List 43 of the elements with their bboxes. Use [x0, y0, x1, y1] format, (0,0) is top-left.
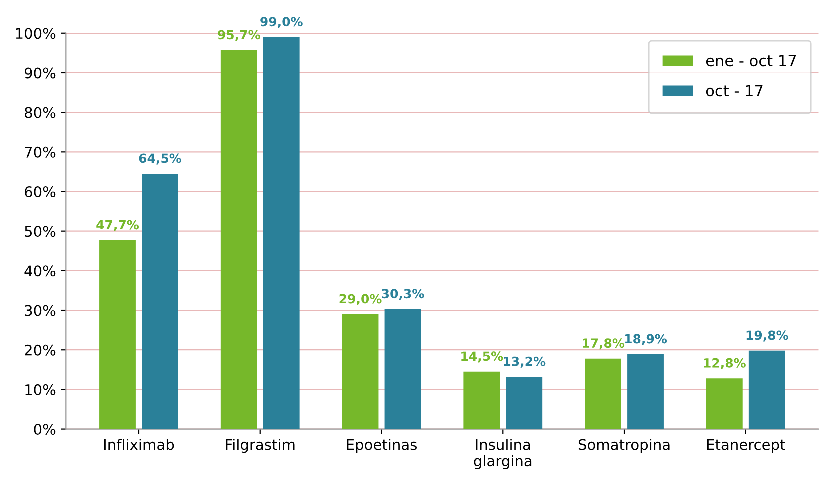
y-tick-label: 90%	[24, 68, 56, 79]
x-tick-label: Etanercept	[707, 439, 786, 454]
x-tick-label: Epoetinas	[347, 439, 417, 454]
legend-label: oct - 17	[706, 85, 763, 97]
bar	[506, 377, 543, 430]
bar	[263, 37, 300, 430]
y-tick-label: 70%	[25, 146, 56, 158]
y-tick-label: 10%	[26, 384, 56, 396]
data-label: 12,8%	[704, 358, 746, 370]
y-tick-label: 100%	[16, 28, 56, 40]
y-tick-label: 40%	[24, 266, 56, 277]
y-tick-label: 50%	[25, 226, 56, 238]
bar	[220, 50, 258, 430]
bar	[384, 309, 422, 430]
bar	[100, 240, 136, 430]
bar	[464, 372, 500, 430]
data-label: 29,0%	[340, 294, 382, 306]
data-label: 30,3%	[382, 289, 424, 300]
bar	[628, 354, 664, 430]
bar	[142, 174, 178, 430]
data-label: 18,9%	[625, 334, 668, 346]
y-tick-label: 20%	[25, 344, 56, 356]
bar	[342, 314, 379, 430]
x-tick-label: Insulina glargina	[474, 439, 532, 470]
x-tick-label: Infliximab	[104, 439, 174, 450]
data-label: 17,8%	[583, 338, 625, 350]
data-label: 14,5%	[462, 352, 504, 363]
data-label: 99,0%	[260, 17, 303, 28]
legend-label: ene - oct 17	[706, 55, 796, 67]
data-label: 64,5%	[139, 154, 182, 165]
data-label: 13,2%	[504, 356, 546, 368]
y-tick-label: 80%	[25, 107, 56, 118]
y-tick-label: 60%	[25, 186, 56, 198]
data-label: 47,7%	[96, 220, 140, 232]
bar	[706, 378, 743, 430]
y-tick-label: 30%	[25, 305, 56, 316]
y-tick-label: 0%	[34, 424, 56, 436]
x-tick-label: Somatropina	[578, 439, 670, 454]
x-tick-label: Filgrastim	[226, 439, 295, 454]
data-label: 19,8%	[746, 330, 788, 342]
bar	[585, 358, 622, 430]
data-label: 95,7%	[218, 30, 260, 42]
bar	[748, 350, 786, 430]
